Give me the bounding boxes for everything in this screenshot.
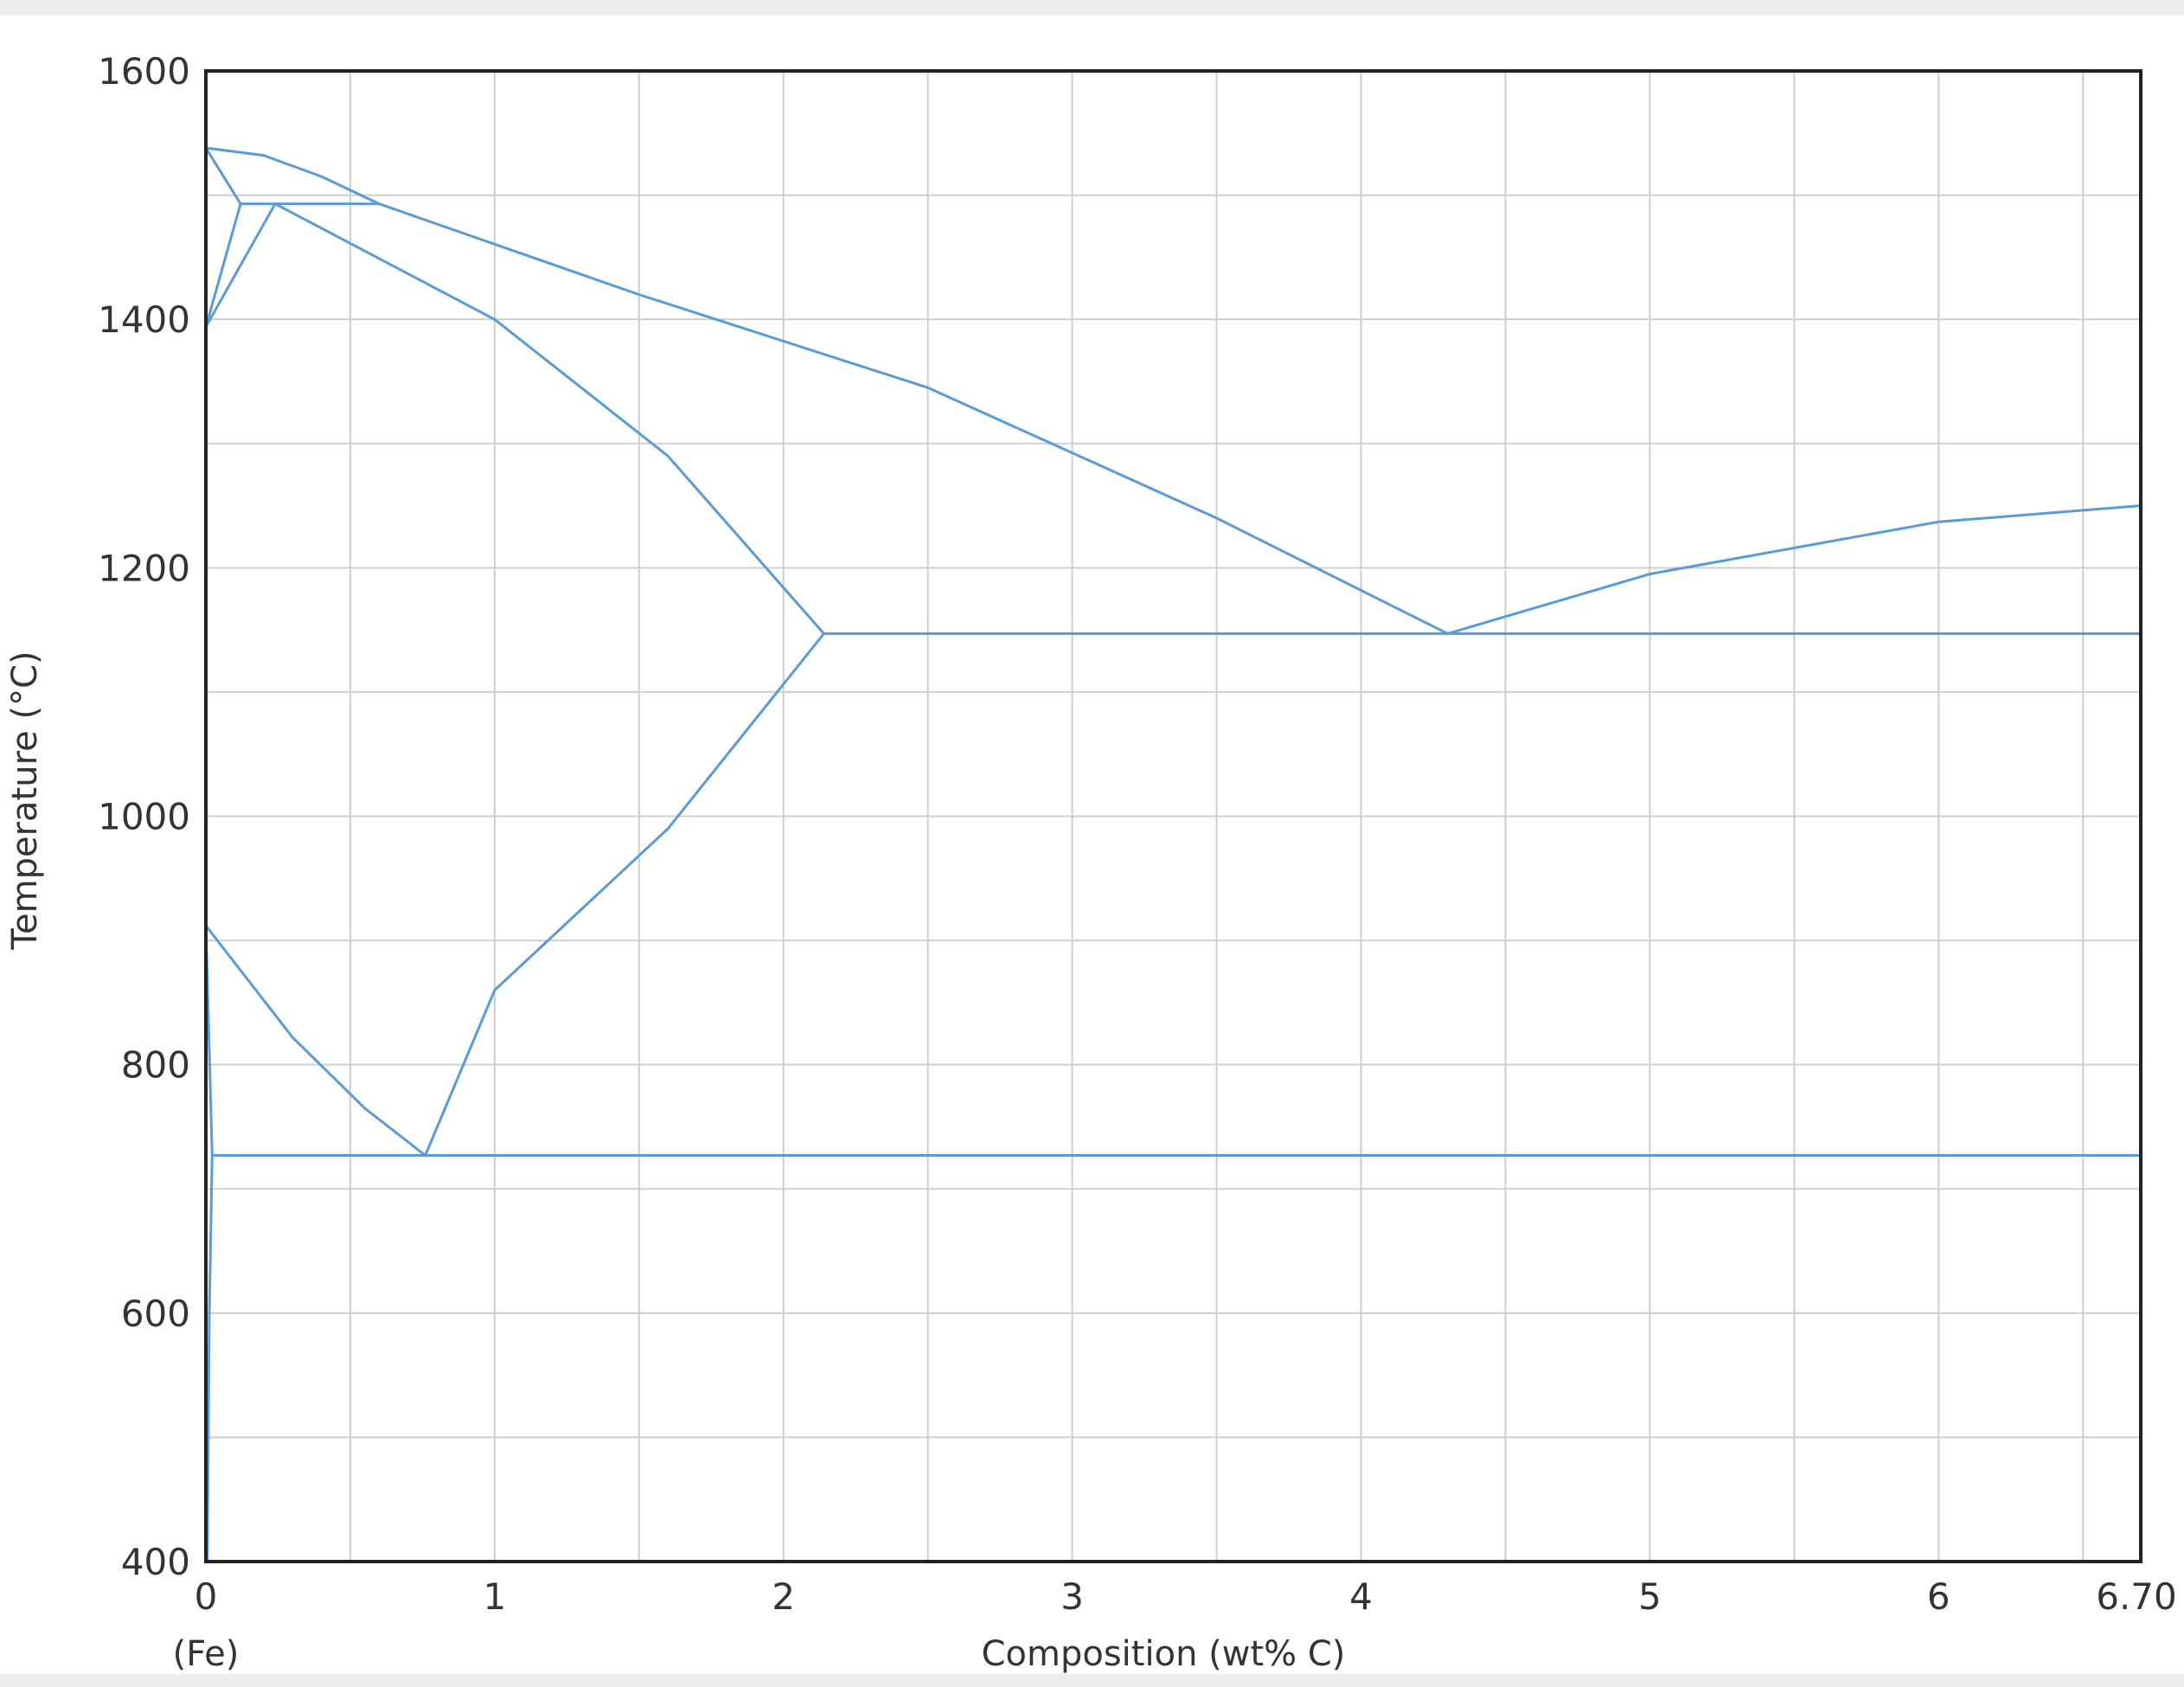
x-tick-label: 5 (1638, 1575, 1662, 1618)
y-axis-label: Temperature (°C) (5, 651, 45, 950)
x-tick-label: 6.70 (2096, 1575, 2177, 1618)
x-tick-labels: 0 1 2 3 4 5 6 6.70 (195, 1575, 2177, 1618)
y-tick-label: 1400 (98, 298, 190, 341)
phase-boundary-line-2 (204, 147, 242, 205)
y-tick-labels: 400 600 800 1000 1200 1400 1600 (98, 50, 190, 1583)
y-tick-label: 1200 (98, 547, 190, 589)
plot-border (204, 69, 2142, 1563)
phase-boundary-line-10 (424, 632, 825, 1157)
y-tick-label: 400 (121, 1541, 190, 1583)
x-tick-label: 3 (1060, 1575, 1084, 1618)
grid (206, 71, 2141, 1562)
x-sub-label: (Fe) (173, 1634, 240, 1674)
phase-boundary-line-3 (204, 203, 242, 328)
top-bar (0, 0, 2184, 16)
y-tick-label: 1000 (98, 796, 190, 838)
y-tick-label: 600 (121, 1293, 190, 1335)
phase-boundary-line-14 (206, 1155, 214, 1562)
x-axis-label: Composition (wt% C) (982, 1634, 1346, 1674)
phase-boundary-line-8 (1447, 504, 2142, 635)
y-tick-label: 800 (121, 1044, 190, 1087)
y-tick-label: 1600 (98, 50, 190, 93)
x-tick-label: 1 (484, 1575, 507, 1618)
phase-lines (204, 146, 2142, 1562)
phase-boundary-line-7 (378, 202, 1449, 635)
phase-boundary-line-11 (204, 924, 426, 1157)
x-tick-label: 6 (1927, 1575, 1950, 1618)
x-tick-label: 4 (1349, 1575, 1373, 1618)
x-tick-label: 2 (772, 1575, 795, 1618)
phase-boundary-line-1 (205, 146, 380, 205)
bottom-bar (0, 1674, 2184, 1687)
phase-boundary-line-6 (274, 202, 825, 635)
phase-boundary-line-4 (204, 202, 277, 328)
x-tick-label: 0 (195, 1575, 218, 1618)
